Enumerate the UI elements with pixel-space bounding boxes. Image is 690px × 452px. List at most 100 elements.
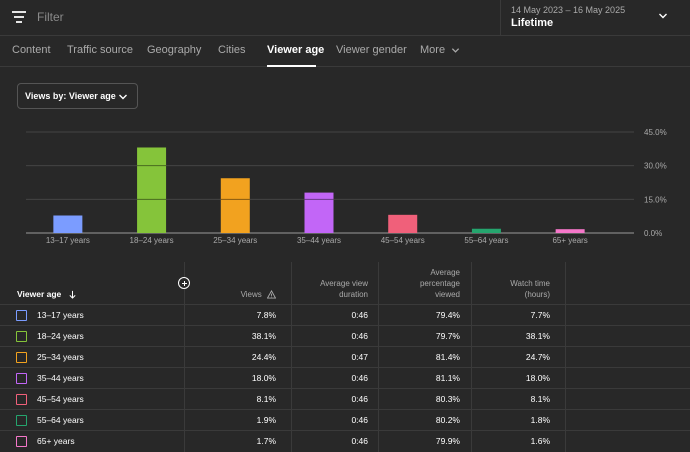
table-row[interactable]: 25–34 years 24.4% 0:47 81.4% 24.7% xyxy=(0,346,690,367)
bar xyxy=(137,147,167,233)
viewer-age-table: Viewer age Views Average view duration A… xyxy=(0,262,690,452)
wt-header-line1: Watch time xyxy=(510,279,550,288)
active-tab-indicator xyxy=(267,65,316,67)
series-toggle-checkbox[interactable] xyxy=(16,394,27,405)
table-row[interactable]: 45–54 years 8.1% 0:46 80.3% 8.1% xyxy=(0,388,690,409)
views-by-dropdown[interactable]: Views by: Viewer age xyxy=(17,83,138,109)
row-age-label: 35–44 years xyxy=(37,373,84,383)
row-age-label: 13–17 years xyxy=(37,310,84,320)
avp-header-line1: Average xyxy=(430,268,460,277)
row-avd-value: 0:46 xyxy=(351,415,368,425)
row-avd-value: 0:46 xyxy=(351,331,368,341)
series-toggle-checkbox[interactable] xyxy=(16,331,27,342)
row-avp-value: 79.7% xyxy=(435,331,460,341)
row-age-label: 25–34 years xyxy=(37,352,84,362)
row-views-value: 24.4% xyxy=(251,352,276,362)
bar xyxy=(53,215,83,233)
row-avd-value: 0:47 xyxy=(351,352,368,362)
row-wt-value: 38.1% xyxy=(525,331,550,341)
tab-cities[interactable]: Cities xyxy=(218,44,246,56)
row-views-value: 7.8% xyxy=(256,310,276,320)
bar xyxy=(388,214,418,233)
series-toggle-checkbox[interactable] xyxy=(16,373,27,384)
tab-viewer-age[interactable]: Viewer age xyxy=(267,44,325,56)
series-toggle-checkbox[interactable] xyxy=(16,310,27,321)
tab-more[interactable]: More xyxy=(420,44,460,56)
x-tick-label: 55–64 years xyxy=(464,236,508,245)
table-row[interactable]: 35–44 years 18.0% 0:46 81.1% 18.0% xyxy=(0,367,690,388)
bar xyxy=(555,229,585,233)
row-avd-value: 0:46 xyxy=(351,394,368,404)
row-avd-value: 0:46 xyxy=(351,310,368,320)
chevron-down-icon xyxy=(452,47,460,53)
sort-down-arrow-icon xyxy=(69,291,76,300)
chevron-down-icon xyxy=(119,94,127,100)
avg-view-duration-header[interactable]: Average view duration xyxy=(292,278,368,320)
row-age-label: 65+ years xyxy=(37,436,75,446)
row-avd-value: 0:46 xyxy=(351,373,368,383)
filter-icon[interactable] xyxy=(12,11,26,23)
y-tick-label: 0.0% xyxy=(644,229,662,238)
date-period-label: Lifetime xyxy=(511,17,554,29)
table-row[interactable]: 55–64 years 1.9% 0:46 80.2% 1.8% xyxy=(0,409,690,430)
tab-viewer-gender[interactable]: Viewer gender xyxy=(336,44,407,56)
date-range-selector[interactable]: 14 May 2023 – 16 May 2025 Lifetime xyxy=(500,0,690,36)
views-by-label: Views by: Viewer age xyxy=(25,91,116,101)
table-row[interactable]: 13–17 years 7.8% 0:46 79.4% 7.7% xyxy=(0,304,690,325)
row-age-label: 18–24 years xyxy=(37,331,84,341)
tab-content[interactable]: Content xyxy=(12,44,51,56)
tab-geography[interactable]: Geography xyxy=(147,44,202,56)
row-views-value: 38.1% xyxy=(251,331,276,341)
series-toggle-checkbox[interactable] xyxy=(16,352,27,363)
tab-bar: Content Traffic source Geography Cities … xyxy=(0,37,690,67)
table-row[interactable]: 18–24 years 38.1% 0:46 79.7% 38.1% xyxy=(0,325,690,346)
row-wt-value: 1.6% xyxy=(530,436,550,446)
row-views-value: 1.9% xyxy=(256,415,276,425)
row-avp-value: 79.9% xyxy=(435,436,460,446)
filter-input[interactable]: Filter xyxy=(37,10,64,24)
row-wt-value: 24.7% xyxy=(525,352,550,362)
column-divider xyxy=(184,262,185,452)
bar xyxy=(220,178,250,233)
row-wt-value: 7.7% xyxy=(530,310,550,320)
x-tick-label: 35–44 years xyxy=(297,236,341,245)
table-row[interactable]: 65+ years 1.7% 0:46 79.9% 1.6% xyxy=(0,430,690,451)
y-tick-label: 30.0% xyxy=(644,162,667,171)
x-tick-label: 45–54 years xyxy=(381,236,425,245)
row-avp-value: 81.1% xyxy=(435,373,460,383)
row-wt-value: 8.1% xyxy=(530,394,550,404)
views-column-header[interactable]: Views xyxy=(190,289,277,331)
x-tick-label: 25–34 years xyxy=(213,236,257,245)
row-avp-value: 80.3% xyxy=(435,394,460,404)
row-avp-value: 80.2% xyxy=(435,415,460,425)
bar xyxy=(304,192,334,233)
warning-icon xyxy=(266,290,277,299)
tab-traffic-source[interactable]: Traffic source xyxy=(67,44,134,56)
viewer-age-column-header[interactable]: Viewer age xyxy=(17,289,77,300)
series-toggle-checkbox[interactable] xyxy=(16,436,27,447)
avp-header-line2: percentage xyxy=(419,279,460,288)
tab-more-label: More xyxy=(420,44,446,56)
row-views-value: 1.7% xyxy=(256,436,276,446)
date-range-text: 14 May 2023 – 16 May 2025 xyxy=(511,5,626,15)
top-bar: Filter 14 May 2023 – 16 May 2025 Lifetim… xyxy=(0,0,690,36)
add-metric-icon[interactable] xyxy=(178,277,190,289)
column-divider xyxy=(378,262,379,452)
row-avp-value: 79.4% xyxy=(435,310,460,320)
column-divider xyxy=(291,262,292,452)
row-wt-value: 1.8% xyxy=(530,415,550,425)
row-views-value: 8.1% xyxy=(256,394,276,404)
x-tick-label: 18–24 years xyxy=(130,236,174,245)
wt-header-line2: (hours) xyxy=(524,290,550,299)
row-avd-value: 0:46 xyxy=(351,436,368,446)
x-tick-label: 13–17 years xyxy=(46,236,90,245)
x-tick-label: 65+ years xyxy=(552,236,587,245)
avd-header-line2: duration xyxy=(339,290,368,299)
avg-percentage-viewed-header[interactable]: Average percentage viewed xyxy=(380,267,460,309)
viewer-age-bar-chart: 45.0% 30.0% 15.0% 0.0% 13–17 years 18–24 year… xyxy=(26,128,667,245)
series-toggle-checkbox[interactable] xyxy=(16,415,27,426)
views-header-label: Views xyxy=(240,290,262,299)
watch-time-header[interactable]: Watch time (hours) xyxy=(470,278,550,320)
column-divider xyxy=(471,262,472,452)
chevron-down-icon xyxy=(659,13,667,19)
